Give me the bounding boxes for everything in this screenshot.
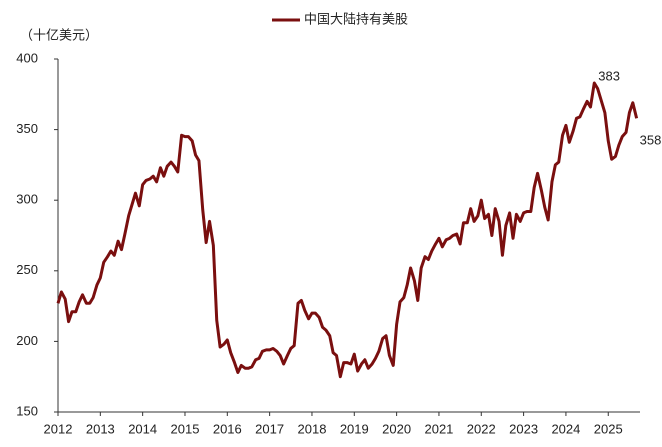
annotation: 358 <box>640 133 662 148</box>
x-tick-label: 2019 <box>340 421 369 436</box>
line <box>56 81 639 379</box>
x-tick-label: 2022 <box>467 421 496 436</box>
y-tick-label: 400 <box>16 50 38 65</box>
x-tick-label: 2024 <box>551 421 580 436</box>
legend-label: 中国大陆持有美股 <box>304 11 408 26</box>
y-tick-label: 150 <box>16 403 38 418</box>
x-tick-label: 2020 <box>382 421 411 436</box>
x-tick-label: 2013 <box>86 421 115 436</box>
y-tick-label: 200 <box>16 333 38 348</box>
x-tick-label: 2021 <box>424 421 453 436</box>
y-tick-label: 300 <box>16 192 38 207</box>
x-tick-label: 2014 <box>128 421 157 436</box>
y-axis-label: （十亿美元） <box>20 27 98 42</box>
y-tick-label: 350 <box>16 121 38 136</box>
x-tick-label: 2023 <box>509 421 538 436</box>
y-tick-label: 250 <box>16 262 38 277</box>
x-tick-label: 2025 <box>594 421 623 436</box>
x-tick-label: 2015 <box>171 421 200 436</box>
x-tick-label: 2017 <box>255 421 284 436</box>
x-tick-label: 2016 <box>213 421 242 436</box>
x-tick-label: 2018 <box>298 421 327 436</box>
x-tick-label: 2012 <box>44 421 73 436</box>
annotation: 383 <box>598 68 620 83</box>
